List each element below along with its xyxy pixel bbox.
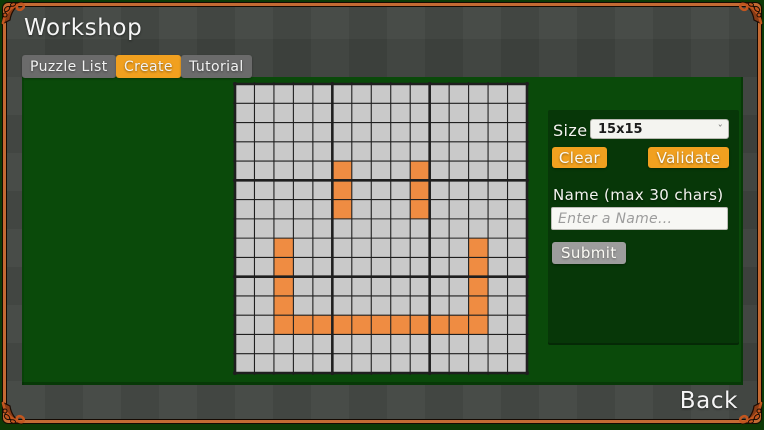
- chevron-down-icon: ˇ: [717, 122, 724, 136]
- name-input[interactable]: [551, 207, 728, 230]
- page-title: Workshop: [24, 15, 143, 41]
- size-select[interactable]: 15x15 ˇ: [590, 119, 729, 139]
- validate-button[interactable]: Validate: [648, 147, 729, 168]
- puzzle-form-panel: Size 15x15 ˇ Clear Validate Name (max 30…: [548, 110, 739, 345]
- puzzle-grid[interactable]: [233, 82, 529, 375]
- clear-button[interactable]: Clear: [552, 147, 607, 168]
- name-label: Name (max 30 chars): [553, 186, 724, 204]
- back-button[interactable]: Back: [679, 388, 738, 414]
- tab-create[interactable]: Create: [116, 55, 181, 78]
- tab-tutorial[interactable]: Tutorial: [181, 55, 252, 78]
- size-label: Size: [553, 121, 588, 140]
- submit-button[interactable]: Submit: [552, 242, 626, 264]
- size-select-value: 15x15: [598, 121, 643, 137]
- tab-puzzle-list[interactable]: Puzzle List: [22, 55, 116, 78]
